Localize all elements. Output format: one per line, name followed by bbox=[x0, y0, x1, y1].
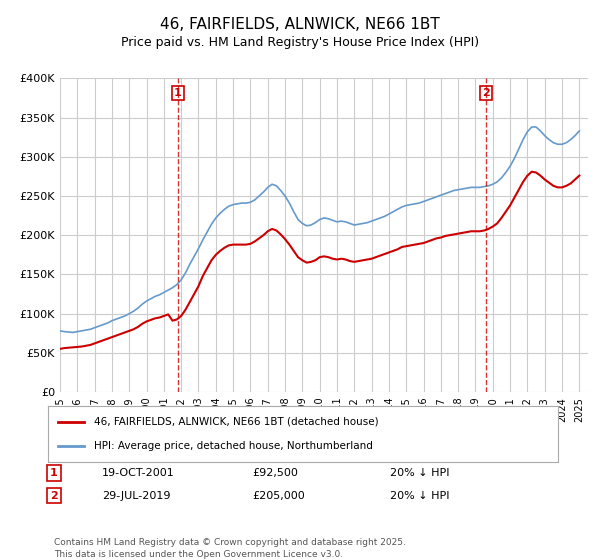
Text: £205,000: £205,000 bbox=[252, 491, 305, 501]
Text: Price paid vs. HM Land Registry's House Price Index (HPI): Price paid vs. HM Land Registry's House … bbox=[121, 36, 479, 49]
Text: 19-OCT-2001: 19-OCT-2001 bbox=[102, 468, 175, 478]
Text: 29-JUL-2019: 29-JUL-2019 bbox=[102, 491, 170, 501]
Text: 20% ↓ HPI: 20% ↓ HPI bbox=[390, 468, 449, 478]
Text: 20% ↓ HPI: 20% ↓ HPI bbox=[390, 491, 449, 501]
Text: 46, FAIRFIELDS, ALNWICK, NE66 1BT: 46, FAIRFIELDS, ALNWICK, NE66 1BT bbox=[160, 17, 440, 32]
Text: 1: 1 bbox=[174, 88, 182, 98]
Text: Contains HM Land Registry data © Crown copyright and database right 2025.
This d: Contains HM Land Registry data © Crown c… bbox=[54, 538, 406, 559]
Text: HPI: Average price, detached house, Northumberland: HPI: Average price, detached house, Nort… bbox=[94, 441, 373, 451]
Text: 1: 1 bbox=[50, 468, 58, 478]
Text: 2: 2 bbox=[482, 88, 490, 98]
Text: 2: 2 bbox=[50, 491, 58, 501]
Text: £92,500: £92,500 bbox=[252, 468, 298, 478]
Text: 46, FAIRFIELDS, ALNWICK, NE66 1BT (detached house): 46, FAIRFIELDS, ALNWICK, NE66 1BT (detac… bbox=[94, 417, 379, 427]
